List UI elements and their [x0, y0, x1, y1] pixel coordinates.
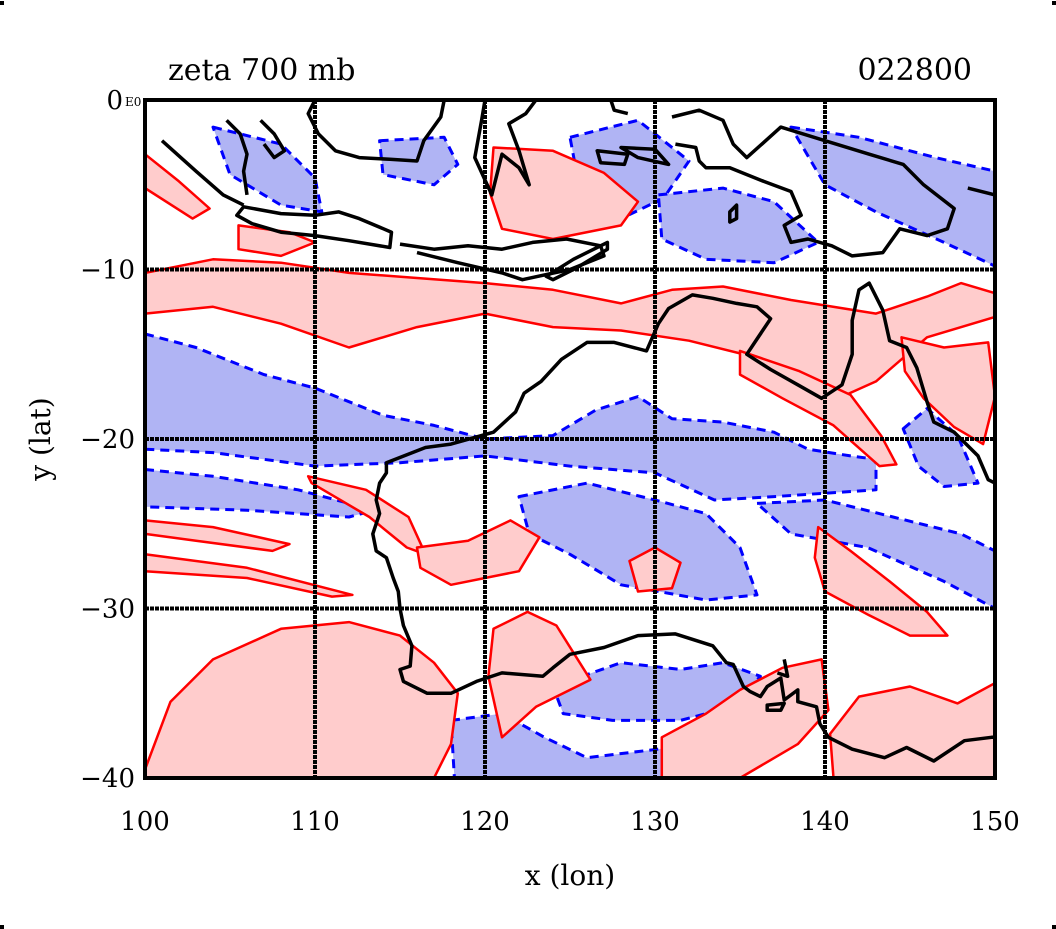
x-tick-label: 140 — [800, 807, 850, 837]
positive-region-nw-wedge — [145, 152, 211, 220]
coastline-new-britain — [967, 186, 995, 197]
coastline-halmahera — [609, 100, 629, 116]
y-tick-label: −10 — [80, 256, 135, 286]
y-tick-label: −30 — [80, 595, 135, 625]
chart-subtitle-timestamp: 022800 — [857, 53, 972, 88]
negative-region-s-ocean-lower — [449, 712, 708, 778]
coastline-timor — [544, 240, 610, 282]
coastline-seram — [619, 145, 671, 167]
y-axis-ticks: 0 −10 −20 −30 −40 — [80, 86, 135, 794]
positive-region-coral-sea-patch — [900, 336, 995, 446]
coastline-aru — [728, 203, 739, 224]
x-tick-label: 130 — [630, 807, 680, 837]
negative-region-arafura — [656, 186, 820, 265]
positive-region-wa-central — [415, 519, 541, 587]
map-area — [145, 100, 995, 778]
positive-region-w-streak-1 — [145, 519, 291, 553]
y-tick-label: −40 — [80, 764, 135, 794]
chart-title: zeta 700 mb — [168, 53, 356, 88]
corner-mark-top-left — [0, 1, 4, 5]
negative-region-w-indian-ocean — [145, 332, 878, 502]
negative-region-east-coast-strip — [901, 407, 980, 488]
coastline-sumatra — [160, 139, 245, 207]
x-axis-label: x (lon) — [525, 859, 615, 892]
gridlines — [145, 100, 995, 778]
coastline-borneo-west — [259, 119, 287, 160]
coastline-maluku — [595, 149, 630, 167]
positive-region-sa-east-patch — [660, 658, 830, 778]
positive-vorticity-layer — [145, 146, 995, 778]
x-tick-label: 110 — [290, 807, 340, 837]
corner-annotation: E0 — [125, 95, 141, 109]
y-axis-label: y (lat) — [24, 397, 57, 481]
positive-region-w-streak-3 — [306, 475, 427, 556]
corner-mark-bottom-left — [0, 925, 4, 929]
y-tick-label: −20 — [80, 425, 135, 455]
x-tick-label: 120 — [460, 807, 510, 837]
negative-region-java-arc — [211, 125, 324, 214]
corner-mark-top-right — [1052, 1, 1056, 5]
plot-frame — [143, 98, 997, 780]
negative-region-central-aus — [517, 481, 759, 602]
coastline-sulawesi — [473, 100, 538, 197]
positive-region-mid-blob — [628, 546, 682, 593]
x-axis-ticks: 100 110 120 130 140 150 — [120, 807, 1020, 837]
x-tick-label: 150 — [970, 807, 1020, 837]
positive-region-coral-sw-patch — [813, 525, 949, 637]
y-tick-label: 0 — [106, 86, 123, 116]
positive-region-sw-swirl — [145, 620, 460, 778]
positive-region-w-streak-2 — [145, 553, 354, 598]
coastline-sumatra-east — [225, 119, 249, 196]
coastline-spencer-gulf — [776, 659, 790, 679]
positive-region-java-sea-patch — [488, 146, 640, 241]
coastline-new-guinea — [671, 108, 956, 258]
coastline-tasmania-kangaroo — [765, 701, 786, 712]
corner-mark-bottom-right — [1052, 925, 1056, 929]
coastline-australia — [371, 281, 995, 763]
x-tick-label: 100 — [120, 807, 170, 837]
